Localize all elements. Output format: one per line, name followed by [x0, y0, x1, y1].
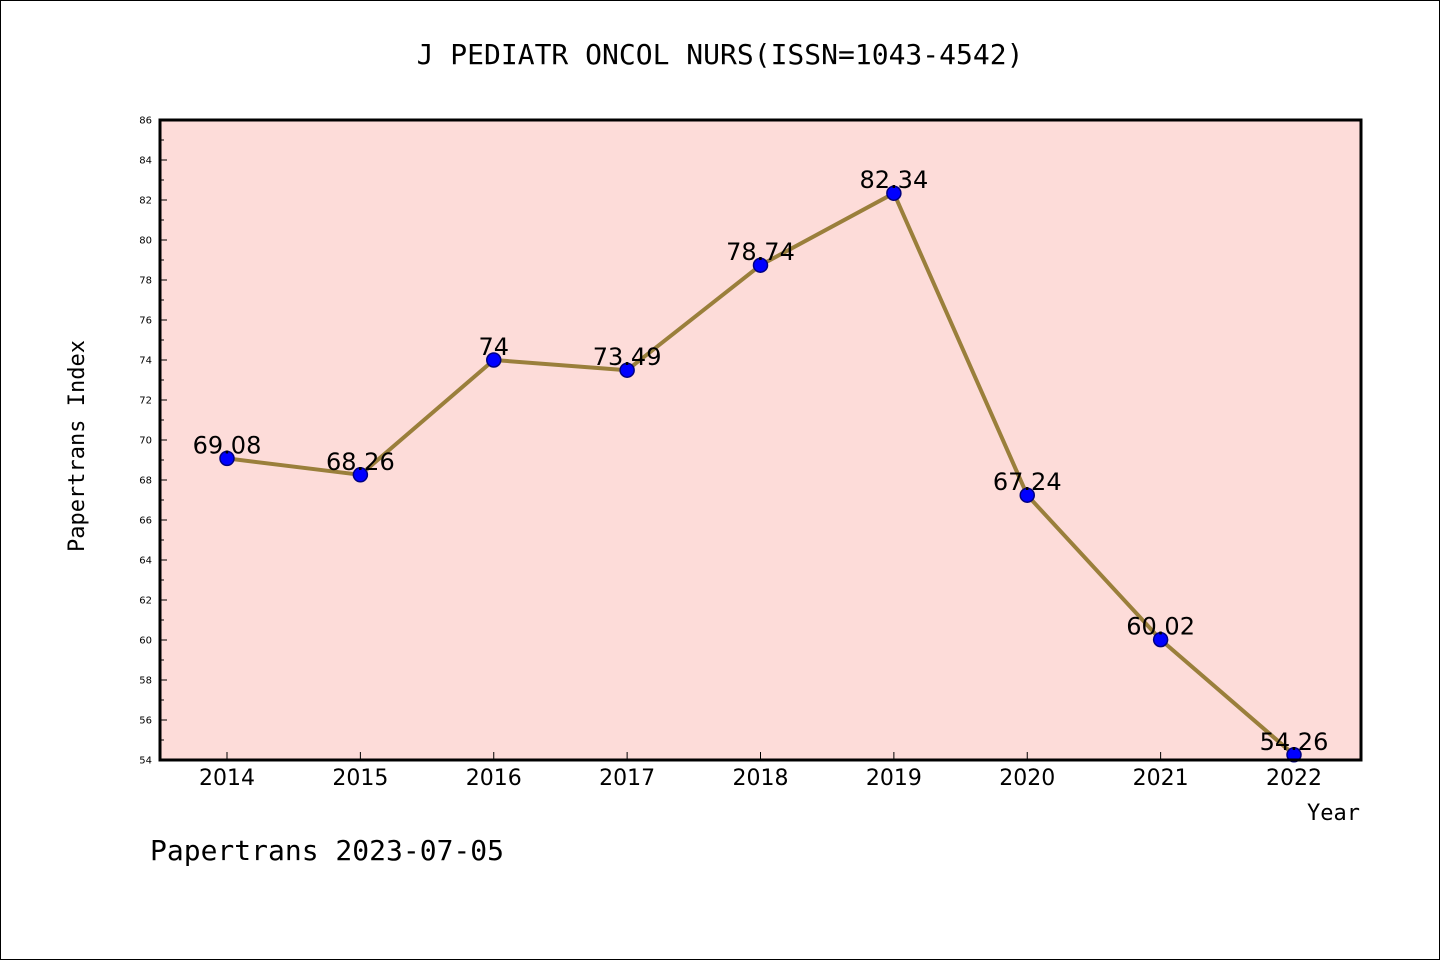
- data-point: [1152, 631, 1169, 648]
- x-tick-label: 2018: [733, 766, 789, 791]
- data-label: 54.26: [1260, 728, 1329, 756]
- x-axis-label: Year: [1307, 801, 1360, 826]
- data-label: 60.02: [1126, 613, 1195, 641]
- x-tick-label: 2020: [999, 766, 1055, 791]
- y-tick-label: 76: [139, 316, 152, 327]
- y-tick-label: 60: [139, 636, 152, 647]
- data-label: 69.08: [193, 431, 262, 459]
- x-tick-label: 2016: [466, 766, 522, 791]
- data-label: 74: [478, 333, 509, 361]
- x-axis-ticks: 2014 2015 2016 2017 2018 2019 2020 2021 2022: [199, 752, 1322, 791]
- x-tick-label: 2014: [199, 766, 255, 791]
- x-tick-label: 2019: [866, 766, 922, 791]
- y-axis-label: Papertrans Index: [65, 340, 90, 552]
- y-tick-label: 68: [139, 476, 152, 487]
- y-tick-label: 62: [139, 596, 152, 607]
- data-label: 67.24: [993, 468, 1062, 496]
- y-tick-label: 72: [139, 396, 152, 407]
- data-point: [352, 467, 369, 483]
- footer-text: Papertrans 2023-07-05: [150, 834, 505, 867]
- data-label: 73.49: [593, 343, 662, 371]
- plot-border: [158, 118, 1363, 762]
- y-tick-label: 84: [139, 156, 152, 167]
- data-point: [886, 185, 902, 201]
- x-tick-label: 2022: [1266, 766, 1322, 791]
- data-point: [619, 362, 635, 378]
- y-tick-label: 54: [139, 756, 152, 767]
- data-point: [486, 352, 502, 368]
- y-tick-label: 74: [139, 356, 152, 367]
- data-label: 68.26: [326, 448, 395, 476]
- y-tick-label: 70: [139, 436, 152, 447]
- data-point: [219, 450, 235, 467]
- y-tick-label: 64: [139, 556, 152, 567]
- data-point: [1286, 747, 1302, 763]
- x-tick-label: 2021: [1133, 766, 1189, 791]
- y-tick-label: 78: [139, 276, 152, 287]
- data-point: [752, 257, 769, 273]
- data-point: [1019, 487, 1035, 503]
- series-layer: 69.08 68.26 74 73.49 78.74 82.34 67.24 60.02 54.…: [193, 166, 1329, 763]
- y-tick-label: 82: [139, 196, 152, 207]
- chart-title: J PEDIATR ONCOL NURS(ISSN=1043-4542): [416, 38, 1024, 71]
- y-tick-label: 58: [139, 676, 152, 687]
- y-tick-label: 86: [139, 116, 152, 127]
- data-label: 82.34: [860, 166, 929, 194]
- x-tick-label: 2017: [599, 766, 655, 791]
- data-label: 78.74: [726, 238, 795, 266]
- y-tick-label: 56: [139, 716, 152, 727]
- plot-area: [160, 120, 1361, 760]
- x-tick-label: 2015: [332, 766, 388, 791]
- y-tick-label: 66: [139, 516, 152, 527]
- y-tick-label: 80: [139, 236, 152, 247]
